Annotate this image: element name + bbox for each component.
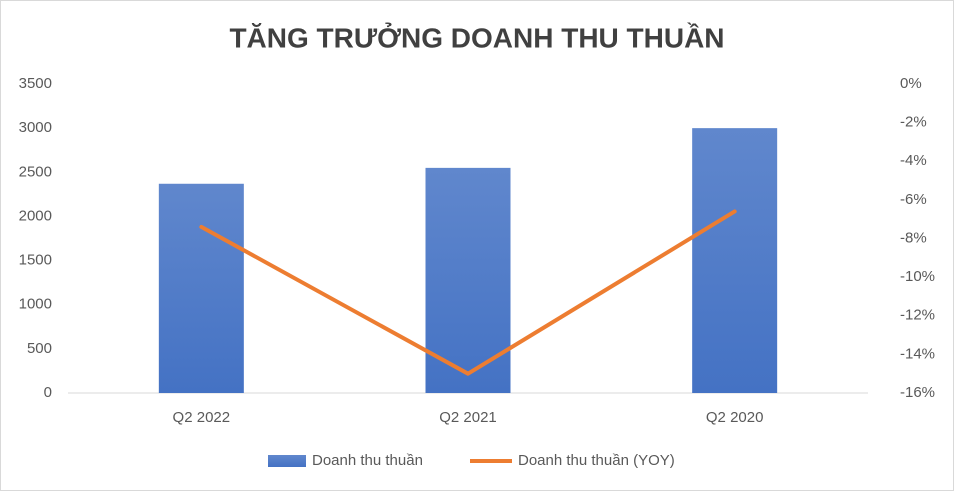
y-tick-label: 1500	[19, 252, 52, 269]
y2-tick-label: -10%	[900, 268, 935, 285]
y2-tick-label: 0%	[900, 75, 922, 92]
x-tick-label: Q2 2022	[173, 409, 231, 426]
legend-swatch	[268, 455, 306, 467]
bar	[158, 183, 244, 393]
legend-label: Doanh thu thuần (YOY)	[518, 452, 675, 469]
y-tick-label: 1000	[19, 296, 52, 313]
y-tick-label: 2000	[19, 207, 52, 224]
y2-tick-label: -16%	[900, 384, 935, 401]
y-tick-label: 2500	[19, 163, 52, 180]
y2-tick-label: -8%	[900, 229, 927, 246]
y2-tick-label: -6%	[900, 191, 927, 208]
y-tick-label: 3500	[19, 75, 52, 92]
legend-label: Doanh thu thuần	[312, 452, 423, 469]
y2-tick-label: -2%	[900, 114, 927, 131]
bar	[692, 128, 778, 393]
x-tick-label: Q2 2020	[706, 409, 764, 426]
chart-title: TĂNG TRƯỞNG DOANH THU THUẦN	[229, 21, 724, 53]
y2-tick-label: -4%	[900, 152, 927, 169]
y2-tick-label: -12%	[900, 307, 935, 324]
y-tick-label: 3000	[19, 119, 52, 136]
x-tick-label: Q2 2021	[439, 409, 497, 426]
y2-tick-label: -14%	[900, 345, 935, 362]
y-tick-label: 500	[27, 340, 52, 357]
y-tick-label: 0	[44, 384, 52, 401]
line	[199, 209, 737, 376]
